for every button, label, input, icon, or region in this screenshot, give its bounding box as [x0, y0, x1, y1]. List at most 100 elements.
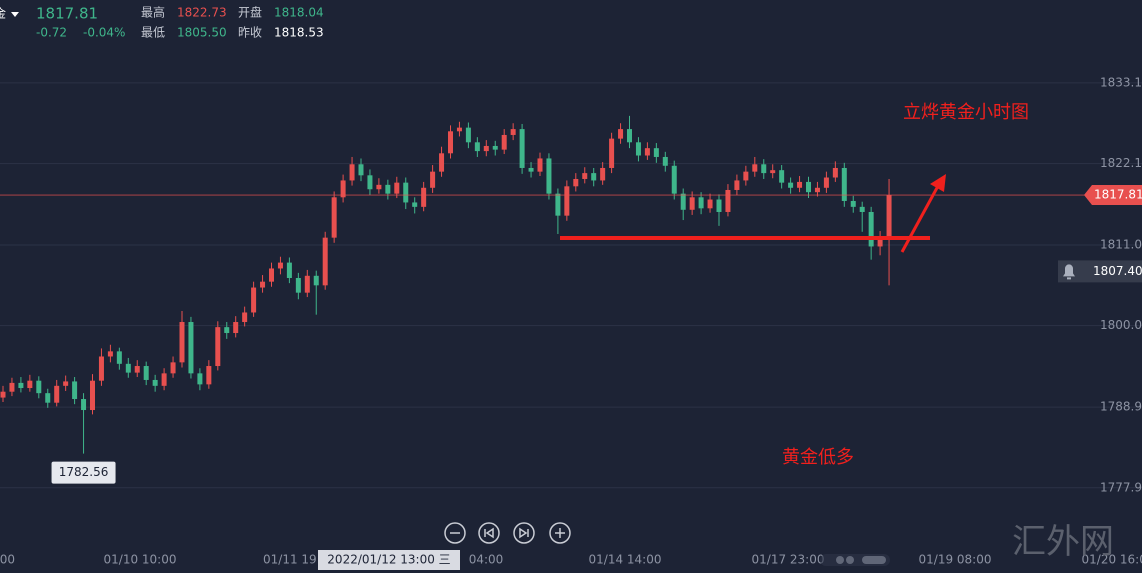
- candle-body: [439, 153, 445, 172]
- bell-icon: [1063, 264, 1075, 280]
- candle-body: [519, 129, 525, 168]
- candle-body: [367, 175, 373, 190]
- y-tick-label: 1811.0: [1100, 237, 1142, 251]
- candle-body: [143, 366, 149, 380]
- candle-body: [18, 382, 24, 389]
- candle-body: [376, 184, 382, 190]
- candle-body: [170, 362, 176, 374]
- candle-body: [707, 199, 713, 209]
- candle-body: [609, 138, 615, 168]
- candle-body: [63, 381, 69, 386]
- change-pct: -0.04%: [83, 26, 125, 40]
- candle-body: [81, 399, 87, 411]
- zoom-out[interactable]: [444, 522, 466, 544]
- jump-start[interactable]: [478, 522, 500, 544]
- x-tick-label: 01/17 23:00: [752, 553, 825, 567]
- candle-body: [161, 373, 167, 386]
- low-marker-label: 1782.56: [59, 465, 109, 479]
- y-tick-label: 1800.0: [1100, 318, 1142, 332]
- last-price-label: 1817.81: [1094, 188, 1142, 202]
- candle-body: [456, 127, 462, 132]
- candle-body: [304, 275, 310, 293]
- grid: 1833.1 1822.1 1811.0 1800.0 1788.9 1777.9: [0, 75, 1142, 494]
- candle-body: [492, 145, 498, 150]
- low-marker-box: [51, 461, 116, 484]
- jump-end[interactable]: [513, 522, 535, 544]
- icon: [555, 528, 565, 538]
- candle-body: [224, 327, 230, 334]
- dot: [846, 556, 854, 564]
- candle-body: [125, 363, 131, 373]
- overlay: 1817.81 1807.40 1782.56 00 01/10 10:00 01/11 …: [0, 185, 1142, 570]
- candle-body: [233, 322, 239, 334]
- alert-label: 1807.40: [1093, 264, 1142, 278]
- candle-body: [45, 393, 51, 403]
- candle-body: [322, 237, 328, 286]
- high: 1822.73: [177, 6, 227, 20]
- candle-body: [832, 167, 838, 178]
- candle-body: [313, 275, 319, 286]
- zoom-in[interactable]: [549, 522, 571, 544]
- arrow-shaft: [900, 185, 940, 253]
- candle-body: [850, 200, 856, 207]
- candle-body: [555, 193, 561, 216]
- candle-body: [600, 167, 606, 181]
- candle-body: [743, 171, 749, 181]
- header-bg: [0, 0, 340, 44]
- annotation-note: 黄金低多: [782, 447, 854, 468]
- icon: [519, 527, 529, 539]
- x-tick-label: 04:00: [469, 553, 504, 567]
- candle-body: [215, 327, 221, 367]
- y-tick-label: 1788.9: [1100, 400, 1142, 414]
- candle-body: [179, 322, 185, 363]
- candle-body: [680, 193, 686, 210]
- candle-body: [716, 199, 722, 212]
- candle-body: [752, 164, 758, 172]
- annotation-title: 立烨黄金小时图: [903, 102, 1029, 123]
- candle-body: [98, 356, 104, 381]
- candle-body: [761, 164, 767, 174]
- candle-body: [564, 186, 570, 216]
- candle-body: [242, 312, 248, 323]
- scroll-thumb[interactable]: [862, 556, 886, 564]
- candle-body: [72, 381, 78, 400]
- candle-body: [528, 167, 534, 172]
- candle-body: [510, 129, 516, 135]
- dropdown-arrow[interactable]: [11, 12, 19, 17]
- candle-body: [206, 366, 212, 385]
- x-tick-label: 01/11 19: [263, 553, 317, 567]
- x-tick-label: 01/14 14:00: [589, 553, 662, 567]
- open: 1818.04: [274, 6, 324, 20]
- candle-body: [152, 379, 158, 386]
- low-label: 最低: [141, 26, 165, 40]
- candle-body: [877, 236, 883, 247]
- candle-body: [474, 142, 480, 152]
- candle-body: [546, 158, 552, 194]
- candle-body: [841, 167, 847, 201]
- candle-body: [295, 278, 301, 293]
- candle-body: [340, 180, 346, 198]
- symbol: 金: [0, 6, 6, 21]
- x-tick-label: 01/19 08:00: [919, 553, 992, 567]
- price: 1817.81: [36, 5, 98, 23]
- x-tick-label: 01/20 16:00: [1082, 553, 1142, 567]
- candle-body: [483, 145, 489, 152]
- y-tick-label: 1833.1: [1100, 75, 1142, 89]
- y-tick-label: 1822.1: [1100, 156, 1142, 170]
- high-label: 最高: [141, 5, 165, 20]
- x-tick-label: 01/10 10:00: [104, 553, 177, 567]
- candle-body: [734, 180, 740, 190]
- candle-body: [251, 287, 257, 313]
- candle-body: [698, 197, 704, 209]
- candle-body: [403, 182, 409, 203]
- y-tick-label: 1777.9: [1100, 480, 1142, 494]
- candle-body: [662, 156, 668, 166]
- open-label: 开盘: [238, 5, 262, 20]
- candles: [0, 115, 892, 454]
- candle-body: [349, 164, 355, 181]
- candle-body: [644, 148, 650, 156]
- candle-body: [886, 195, 892, 237]
- candle-body: [394, 182, 400, 194]
- candle-body: [286, 262, 292, 279]
